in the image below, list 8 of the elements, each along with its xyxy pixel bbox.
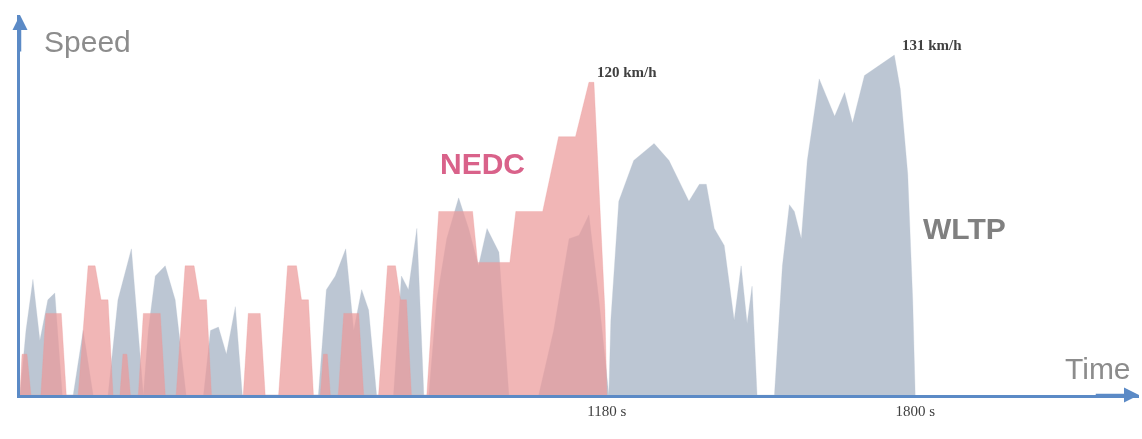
x-tick-label: 1180 s bbox=[587, 403, 627, 419]
series-label: WLTP bbox=[923, 212, 1006, 245]
text: 131 km/h bbox=[902, 37, 963, 53]
y-axis-title: Speed bbox=[44, 25, 131, 58]
annotation: 120 km/h bbox=[597, 64, 658, 80]
x-tick-label: 1800 s bbox=[895, 403, 936, 419]
x-axis-title: Time bbox=[1065, 352, 1131, 385]
series-label: NEDC bbox=[440, 147, 526, 180]
